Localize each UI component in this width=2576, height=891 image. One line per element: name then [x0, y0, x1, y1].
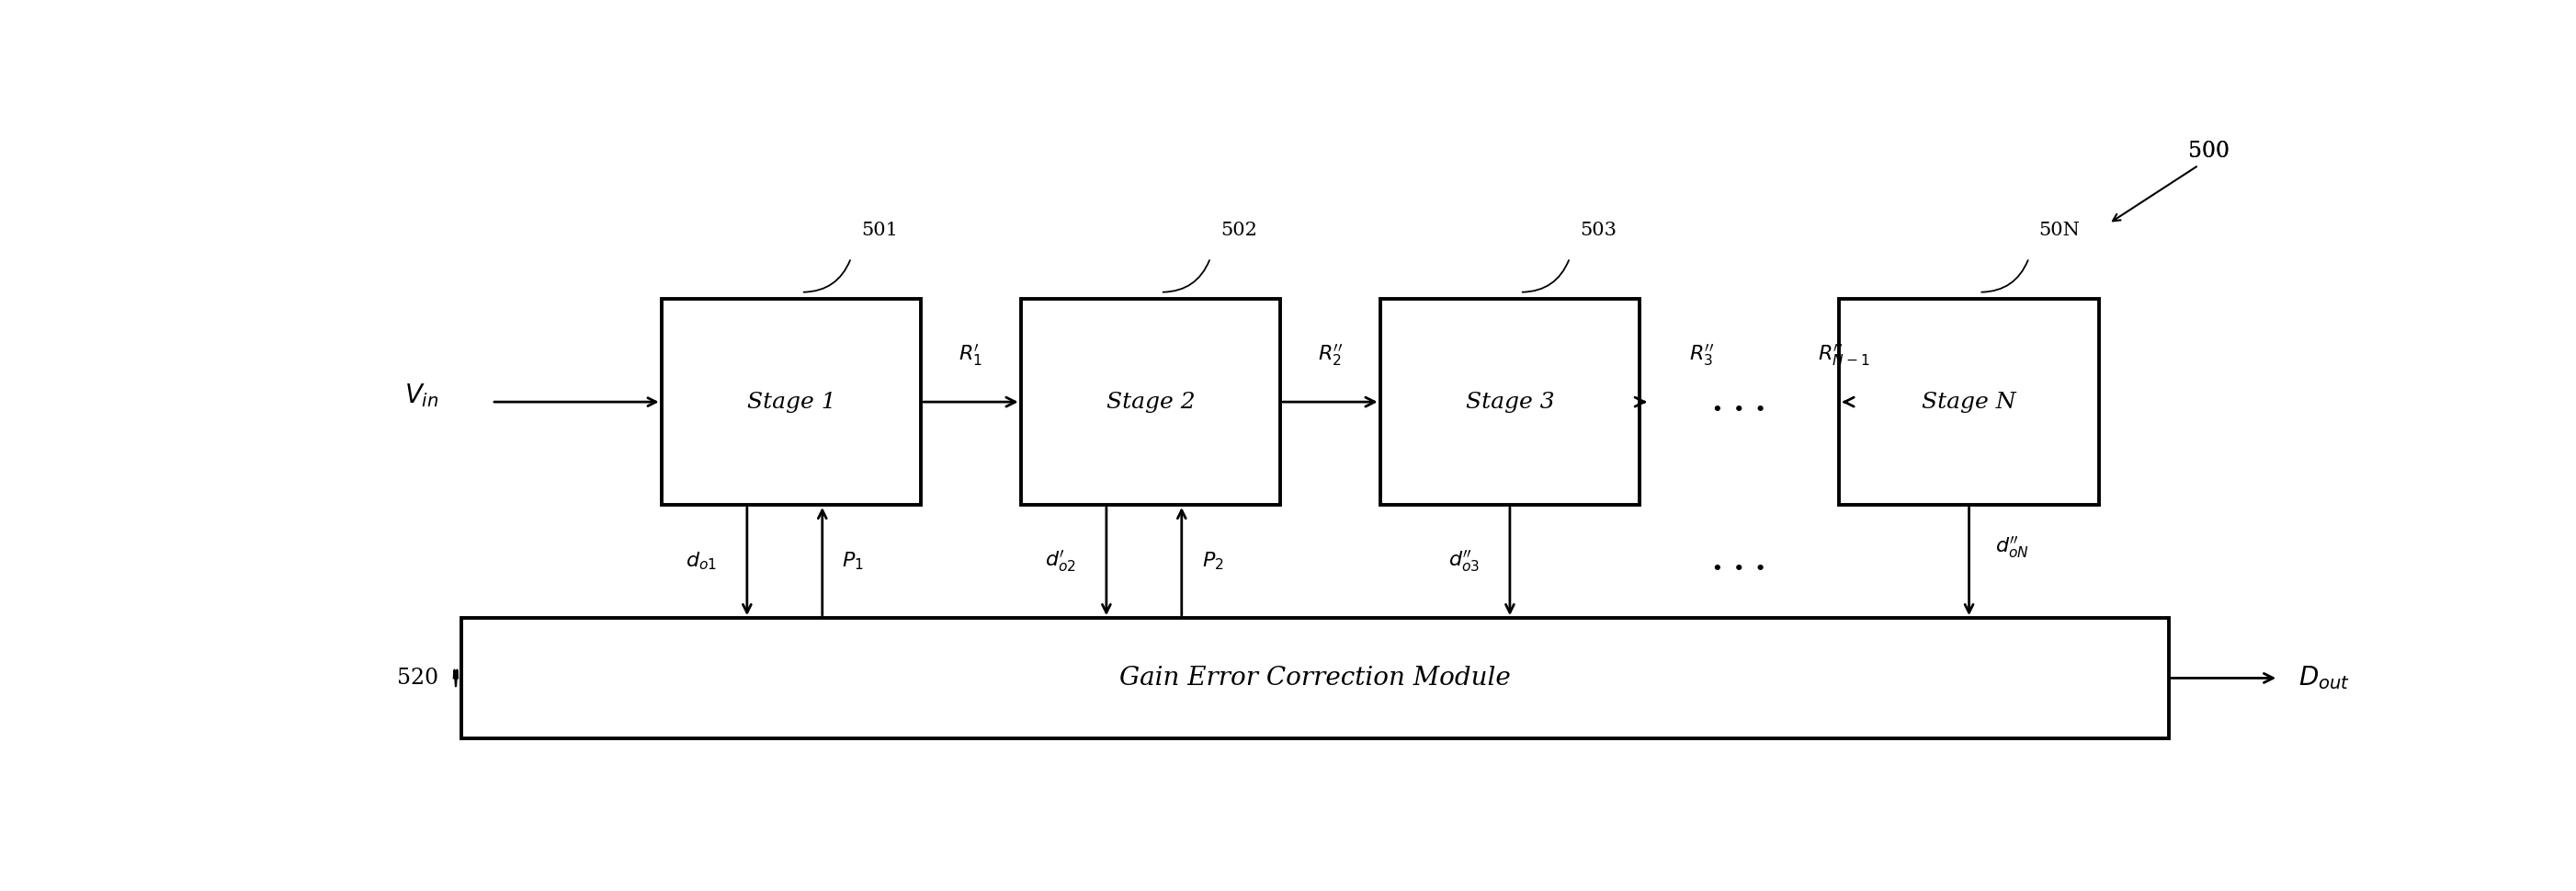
Text: $P_1$: $P_1$ [842, 551, 863, 572]
Text: 500: 500 [2187, 141, 2228, 162]
Text: Stage N: Stage N [1922, 391, 2017, 413]
Text: . . .: . . . [1713, 546, 1767, 576]
Text: $d_{o2}'$: $d_{o2}'$ [1046, 549, 1077, 574]
Text: Gain Error Correction Module: Gain Error Correction Module [1121, 666, 1512, 691]
Text: $R_3^{\prime\prime}$: $R_3^{\prime\prime}$ [1690, 342, 1716, 368]
Text: $P_2$: $P_2$ [1200, 551, 1224, 572]
Bar [1020, 299, 1280, 505]
Bar [461, 618, 2169, 738]
Text: Stage 3: Stage 3 [1466, 391, 1553, 413]
Text: 520: 520 [397, 667, 438, 689]
Text: Stage 1: Stage 1 [747, 391, 835, 413]
Text: $V_{in}$: $V_{in}$ [404, 381, 438, 409]
Text: 502: 502 [1221, 222, 1257, 239]
Text: $D_{out}$: $D_{out}$ [2298, 665, 2349, 691]
Text: $d_{oN}^{\prime\prime}$: $d_{oN}^{\prime\prime}$ [1994, 535, 2030, 560]
Bar [662, 299, 922, 505]
Text: 501: 501 [860, 222, 899, 239]
Text: $R_{N-1}^{\prime\prime}$: $R_{N-1}^{\prime\prime}$ [1819, 342, 1870, 368]
Text: $d_{o1}$: $d_{o1}$ [685, 551, 716, 572]
Bar [1839, 299, 2099, 505]
Text: $d_{o3}^{\prime\prime}$: $d_{o3}^{\prime\prime}$ [1448, 549, 1479, 574]
Text: $R_2^{\prime\prime}$: $R_2^{\prime\prime}$ [1316, 342, 1342, 368]
Text: 503: 503 [1579, 222, 1618, 239]
Text: $R_1'$: $R_1'$ [958, 342, 981, 368]
Bar [1381, 299, 1641, 505]
Text: 50N: 50N [2040, 222, 2081, 239]
Text: Stage 2: Stage 2 [1105, 391, 1195, 413]
Text: 500: 500 [2187, 141, 2228, 162]
Text: . . .: . . . [1713, 387, 1767, 417]
